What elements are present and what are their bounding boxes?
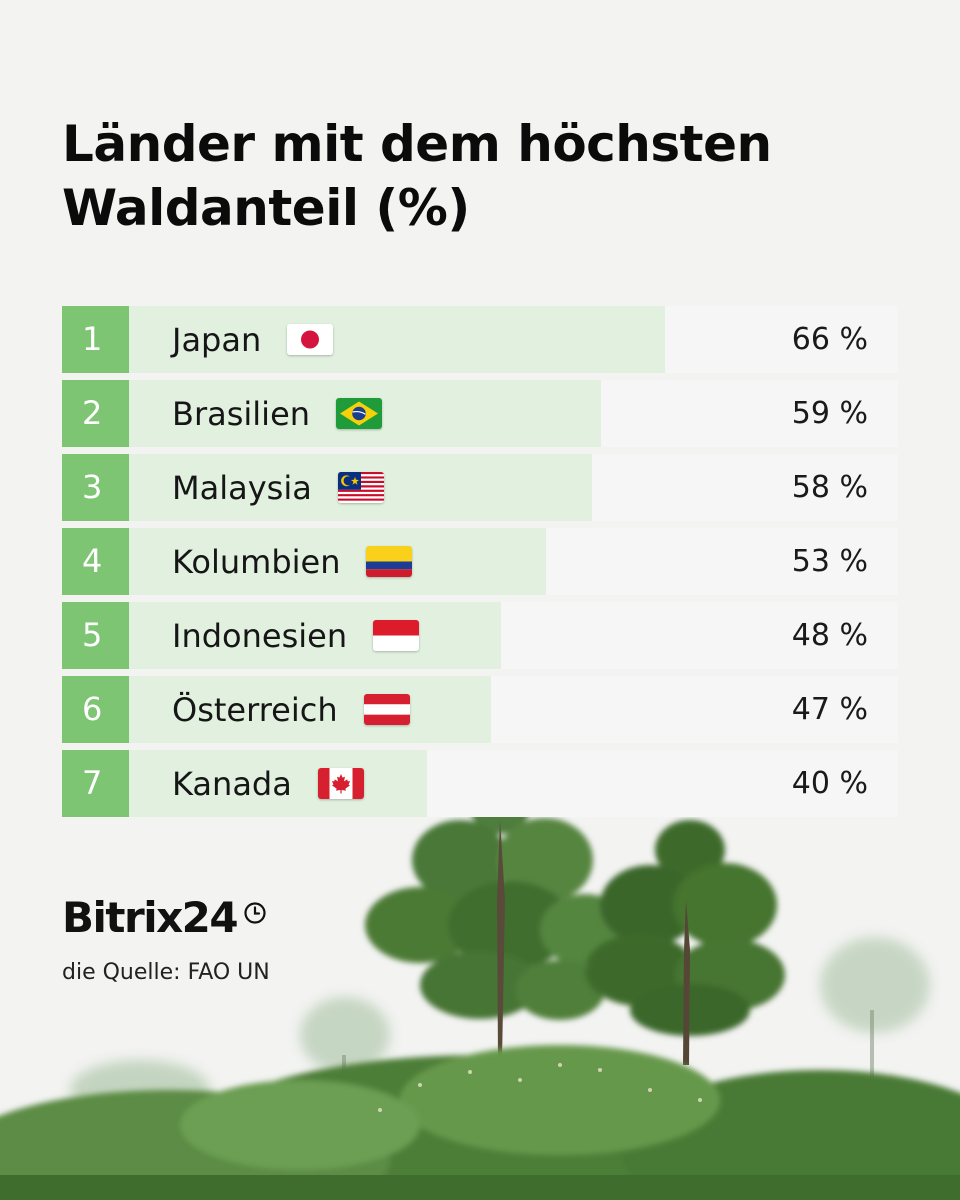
category-label: Österreich [172,690,338,729]
flag-canada-icon [317,768,364,799]
category-cell: Malaysia [172,454,384,521]
bar-row: 3 Malaysia 58 % [62,454,898,521]
category-cell: Japan [172,306,334,373]
bar-fill [62,602,501,669]
brand-name: Bitrix24 [62,893,239,942]
rank-label: 5 [62,602,129,669]
bar-chart: 1 Japan 66 % 2 Brasilien 59 % 3 Malaysia 58 % 4 Ko… [62,306,898,817]
bar-row: 1 Japan 66 % [62,306,898,373]
flag-indonesia-icon [373,620,420,651]
bar-row: 7 Kanada 40 % [62,750,898,817]
value-label: 53 % [791,544,868,579]
flag-austria-icon [363,694,410,725]
flag-japan-icon [287,324,334,355]
category-cell: Österreich [172,676,410,743]
rank-label: 1 [62,306,129,373]
category-label: Indonesien [172,616,348,655]
value-label: 66 % [791,322,868,357]
flag-malaysia-icon [337,472,384,503]
bar-row: 4 Kolumbien 53 % [62,528,898,595]
category-label: Japan [172,320,262,359]
source-note: die Quelle: FAO UN [62,960,270,985]
category-cell: Kolumbien [172,528,413,595]
rank-label: 6 [62,676,129,743]
bar-fill [62,306,665,373]
brand-logo: Bitrix24 [62,893,267,942]
rank-label: 3 [62,454,129,521]
bar-fill [62,454,592,521]
category-cell: Brasilien [172,380,383,447]
chart-title: Länder mit dem höchsten Waldanteil (%) [62,115,772,237]
bar-fill [62,676,492,743]
value-label: 40 % [791,766,868,801]
category-label: Kolumbien [172,542,341,581]
clock-icon [244,901,266,924]
rank-label: 4 [62,528,129,595]
rank-label: 2 [62,380,129,447]
bar-row: 5 Indonesien 48 % [62,602,898,669]
bar-fill [62,528,547,595]
bar-fill [62,380,602,447]
bar-row: 2 Brasilien 59 % [62,380,898,447]
category-cell: Indonesien [172,602,420,669]
flag-brazil-icon [336,398,383,429]
category-label: Kanada [172,764,292,803]
rank-label: 7 [62,750,129,817]
category-cell: Kanada [172,750,364,817]
value-label: 58 % [791,470,868,505]
category-label: Brasilien [172,394,311,433]
flag-colombia-icon [366,546,413,577]
value-label: 47 % [791,692,868,727]
category-label: Malaysia [172,468,312,507]
value-label: 48 % [791,618,868,653]
bar-row: 6 Österreich 47 % [62,676,898,743]
value-label: 59 % [791,396,868,431]
